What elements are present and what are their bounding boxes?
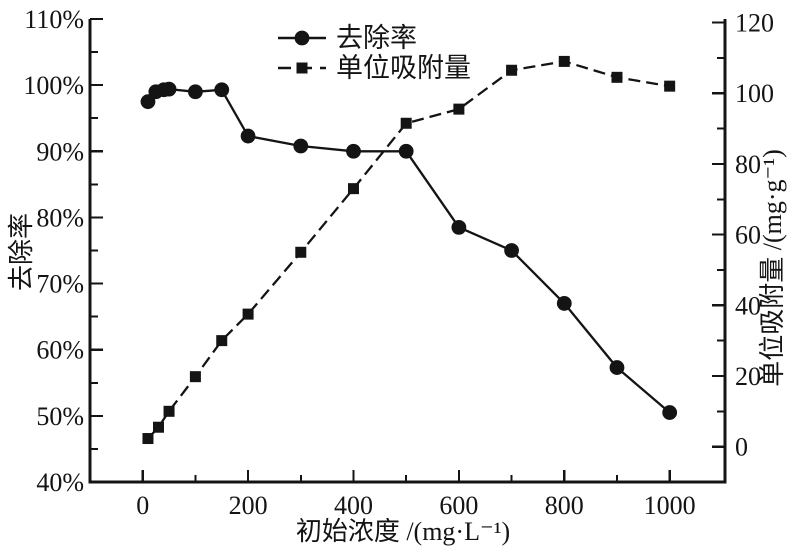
- data-point-square: [295, 246, 307, 258]
- series-line-unit-adsorption: [147, 60, 670, 440]
- y-left-tick-label: 110%: [24, 5, 84, 34]
- y-right-tick-label: 20: [735, 362, 761, 391]
- x-tick-label: 1000: [644, 491, 696, 520]
- y-left-tick-label: 70%: [36, 270, 84, 299]
- y-right-tick-label: 100: [735, 79, 774, 108]
- data-point-square: [153, 421, 165, 433]
- y-right-tick-label: 120: [735, 9, 774, 38]
- series-line-removal-rate: [147, 87, 671, 414]
- data-point-circle: [293, 138, 309, 154]
- data-point-square: [347, 183, 359, 195]
- y-left-tick-label: 80%: [36, 203, 84, 232]
- axes-layer: 0 200 400 600 800 100040%50%60%70%80%90%100%1…: [23, 5, 774, 520]
- legend-circle-marker-icon: [294, 30, 310, 46]
- y-right-tick-label: 40: [735, 291, 761, 320]
- y-right-tick-label: 60: [735, 221, 761, 250]
- data-point-circle: [451, 219, 467, 235]
- data-point-square: [400, 117, 412, 129]
- y-left-tick-label: 100%: [23, 71, 84, 100]
- data-point-square: [664, 80, 676, 92]
- series-layer: [140, 55, 678, 445]
- data-point-circle: [346, 143, 361, 159]
- x-axis-title: 初始浓度 /(mg·L⁻¹): [296, 517, 510, 546]
- data-point-square: [189, 371, 201, 383]
- y-left-tick-label: 50%: [36, 402, 84, 431]
- data-point-circle: [662, 405, 678, 420]
- data-point-circle: [240, 128, 256, 144]
- y-left-tick-label: 90%: [36, 137, 84, 166]
- legend-item-unit-adsorption: 单位吸附量: [278, 53, 471, 83]
- data-point-circle: [161, 81, 177, 97]
- data-point-square: [506, 64, 518, 76]
- data-point-square: [453, 103, 465, 115]
- x-tick-label: 0: [136, 491, 149, 520]
- legend: 去除率 单位吸附量: [278, 23, 471, 83]
- legend-item-removal-rate: 去除率: [278, 23, 417, 53]
- data-point-circle: [140, 94, 156, 110]
- data-point-square: [216, 335, 228, 347]
- data-point-circle: [398, 143, 414, 159]
- y-right-tick-label: 0: [735, 433, 748, 462]
- x-tick-label: 600: [439, 491, 478, 520]
- data-point-circle: [556, 296, 572, 311]
- data-point-circle: [214, 82, 230, 98]
- data-point-square: [242, 308, 254, 320]
- y-left-tick-label: 60%: [36, 336, 84, 365]
- x-tick-label: 400: [334, 491, 373, 520]
- x-tick-label: 200: [229, 491, 268, 520]
- y-left-axis-title: 去除率: [7, 213, 36, 291]
- data-point-circle: [187, 84, 203, 100]
- legend-square-marker-icon: [296, 62, 308, 74]
- legend-label-removal-rate: 去除率: [336, 23, 417, 53]
- data-point-square: [558, 55, 570, 67]
- data-point-square: [611, 71, 623, 83]
- x-tick-label: 800: [545, 491, 584, 520]
- data-point-square: [163, 405, 175, 417]
- y-right-axis-title: 单位吸附量 /(mg·g⁻¹): [758, 149, 787, 386]
- data-point-circle: [504, 243, 519, 258]
- data-point-square: [142, 433, 154, 445]
- y-left-tick-label: 40%: [36, 468, 84, 497]
- legend-label-unit-adsorption: 单位吸附量: [336, 53, 471, 83]
- y-right-tick-label: 80: [735, 150, 761, 179]
- data-point-circle: [609, 360, 625, 375]
